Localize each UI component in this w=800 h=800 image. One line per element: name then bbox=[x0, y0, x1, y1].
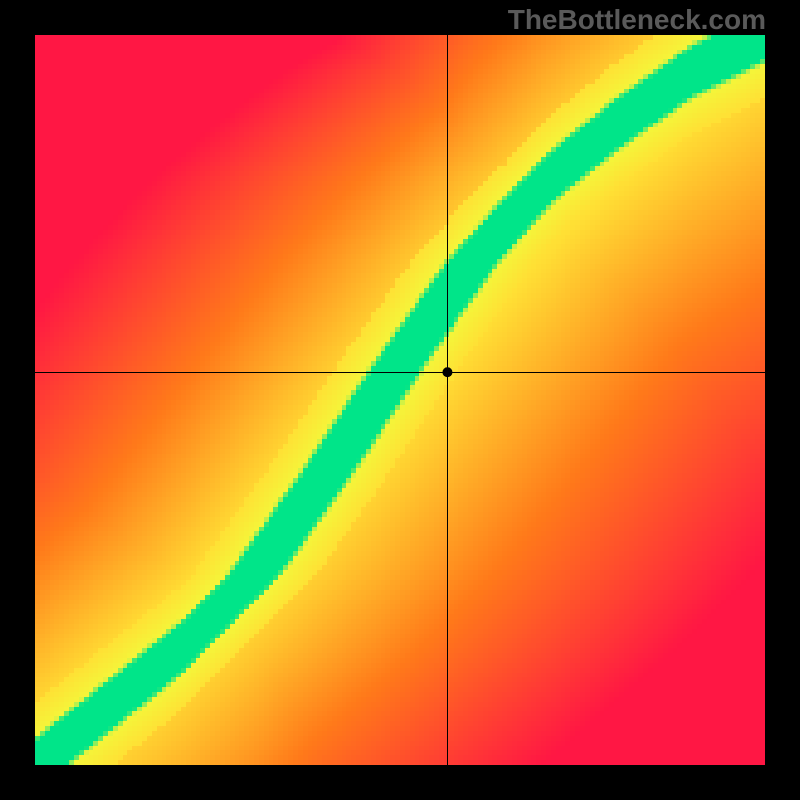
bottleneck-heatmap bbox=[0, 0, 800, 800]
watermark-text: TheBottleneck.com bbox=[508, 4, 766, 36]
chart-container: TheBottleneck.com bbox=[0, 0, 800, 800]
